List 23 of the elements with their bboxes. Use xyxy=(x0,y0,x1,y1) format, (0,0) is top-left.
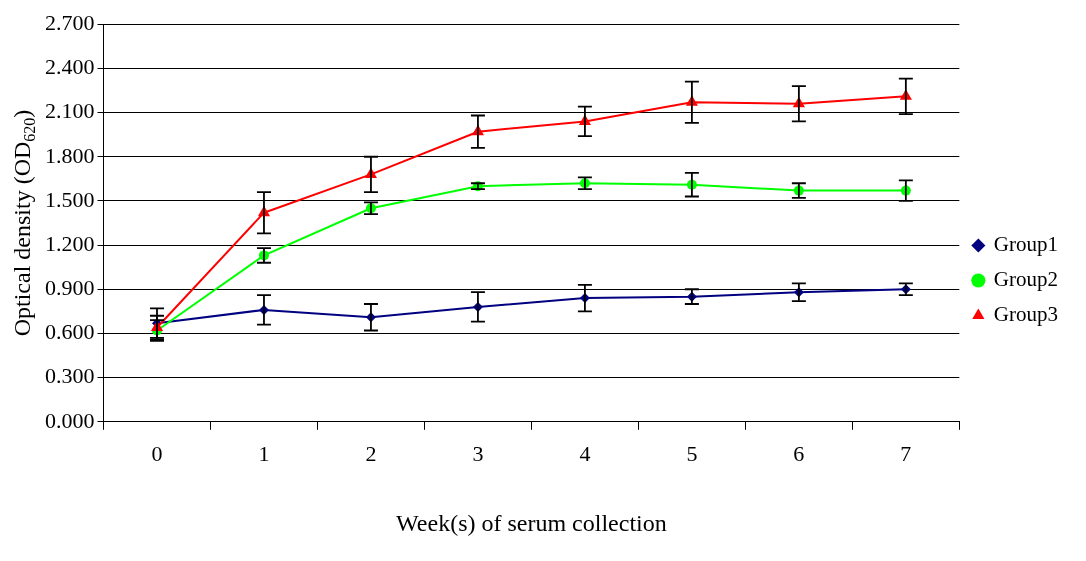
y-tick-label: 2.400 xyxy=(45,54,95,80)
y-axis-title: Optical density (OD620) xyxy=(9,109,39,337)
y-tick-label: 0.300 xyxy=(45,363,95,389)
x-tick-label: 1 xyxy=(258,440,270,466)
legend-label: Group2 xyxy=(993,267,1059,292)
y-tick-label: 0.000 xyxy=(45,407,95,433)
y-tick-label: 2.700 xyxy=(45,9,95,35)
y-tick-label: 1.500 xyxy=(45,186,95,212)
x-tick-label: 5 xyxy=(686,440,698,466)
x-axis-title: Week(s) of serum collection xyxy=(396,509,667,536)
legend-label: Group1 xyxy=(993,232,1059,257)
y-tick-label: 0.600 xyxy=(45,319,95,345)
x-tick-label: 7 xyxy=(900,440,912,466)
y-tick-label: 2.100 xyxy=(45,98,95,124)
x-tick-label: 6 xyxy=(793,440,805,466)
x-tick-label: 0 xyxy=(151,440,163,466)
x-tick-label: 4 xyxy=(579,440,591,466)
y-tick-label: 1.200 xyxy=(45,230,95,256)
y-tick-label: 1.800 xyxy=(45,142,95,168)
x-tick-label: 2 xyxy=(365,440,377,466)
x-tick-label: 3 xyxy=(472,440,484,466)
y-tick-label: 0.900 xyxy=(45,275,95,301)
legend-label: Group3 xyxy=(993,302,1059,327)
